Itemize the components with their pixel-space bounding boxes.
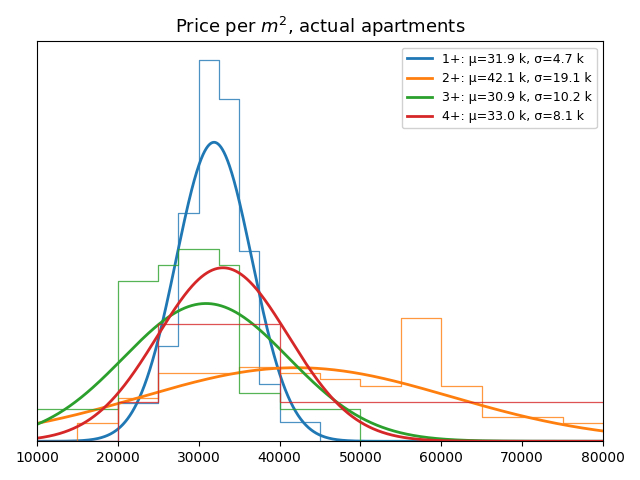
1+: μ=31.9 k, σ=4.7 k: (4.39e+04, 3.19e-06): μ=31.9 k, σ=4.7 k: (4.39e+04, 3.19e-06) (308, 427, 316, 433)
3+: μ=30.9 k, σ=10.2 k: (3.09e+04, 3.91e-05): μ=30.9 k, σ=10.2 k: (3.09e+04, 3.91e-05) (202, 300, 210, 306)
2+: μ=42.1 k, σ=19.1 k: (9.08e+03, 4.69e-06): μ=42.1 k, σ=19.1 k: (9.08e+03, 4.69e-06) (26, 422, 33, 428)
2+: μ=42.1 k, σ=19.1 k: (4.21e+04, 2.09e-05): μ=42.1 k, σ=19.1 k: (4.21e+04, 2.09e-05) (292, 365, 300, 371)
1+: μ=31.9 k, σ=4.7 k: (3.19e+04, 8.49e-05): μ=31.9 k, σ=4.7 k: (3.19e+04, 8.49e-05) (210, 139, 218, 145)
3+: μ=30.9 k, σ=10.2 k: (4.18e+04, 2.21e-05): μ=30.9 k, σ=10.2 k: (4.18e+04, 2.21e-05) (291, 360, 298, 366)
1+: μ=31.9 k, σ=4.7 k: (6.8e+04, 1.25e-17): μ=31.9 k, σ=4.7 k: (6.8e+04, 1.25e-17) (502, 438, 510, 444)
3+: μ=30.9 k, σ=10.2 k: (8.27e+04, 9.73e-11): μ=30.9 k, σ=10.2 k: (8.27e+04, 9.73e-11) (621, 438, 629, 444)
4+: μ=33.0 k, σ=8.1 k: (8.27e+04, 3.24e-13): μ=33.0 k, σ=8.1 k: (8.27e+04, 3.24e-13) (621, 438, 629, 444)
3+: μ=30.9 k, σ=10.2 k: (8.27e+04, 9.92e-11): μ=30.9 k, σ=10.2 k: (8.27e+04, 9.92e-11) (621, 438, 628, 444)
Title: Price per $m^2$, actual apartments: Price per $m^2$, actual apartments (175, 15, 465, 39)
4+: μ=33.0 k, σ=8.1 k: (4.39e+04, 1.98e-05): μ=33.0 k, σ=8.1 k: (4.39e+04, 1.98e-05) (308, 369, 316, 374)
1+: μ=31.9 k, σ=4.7 k: (9.08e+03, 6.47e-10): μ=31.9 k, σ=4.7 k: (9.08e+03, 6.47e-10) (26, 438, 33, 444)
2+: μ=42.1 k, σ=19.1 k: (4.39e+04, 2.08e-05): μ=42.1 k, σ=19.1 k: (4.39e+04, 2.08e-05) (308, 365, 316, 371)
4+: μ=33.0 k, σ=8.1 k: (6.8e+04, 4.27e-09): μ=33.0 k, σ=8.1 k: (6.8e+04, 4.27e-09) (502, 438, 510, 444)
1+: μ=31.9 k, σ=4.7 k: (4.18e+04, 9.16e-06): μ=31.9 k, σ=4.7 k: (4.18e+04, 9.16e-06) (291, 406, 298, 412)
3+: μ=30.9 k, σ=10.2 k: (9.08e+03, 3.97e-06): μ=30.9 k, σ=10.2 k: (9.08e+03, 3.97e-06) (26, 424, 33, 430)
4+: μ=33.0 k, σ=8.1 k: (4.18e+04, 2.72e-05): μ=33.0 k, σ=8.1 k: (4.18e+04, 2.72e-05) (291, 343, 298, 348)
2+: μ=42.1 k, σ=19.1 k: (8.27e+04, 2.19e-06): μ=42.1 k, σ=19.1 k: (8.27e+04, 2.19e-06) (621, 431, 628, 436)
4+: μ=33.0 k, σ=8.1 k: (3.3e+04, 4.93e-05): μ=33.0 k, σ=8.1 k: (3.3e+04, 4.93e-05) (220, 265, 227, 271)
Legend: 1+: μ=31.9 k, σ=4.7 k, 2+: μ=42.1 k, σ=19.1 k, 3+: μ=30.9 k, σ=10.2 k, 4+: μ=33.: 1+: μ=31.9 k, σ=4.7 k, 2+: μ=42.1 k, σ=1… (402, 48, 597, 129)
3+: μ=30.9 k, σ=10.2 k: (4.39e+04, 1.73e-05): μ=30.9 k, σ=10.2 k: (4.39e+04, 1.73e-05) (308, 378, 316, 384)
Line: 1+: μ=31.9 k, σ=4.7 k: 1+: μ=31.9 k, σ=4.7 k (0, 142, 640, 441)
Line: 2+: μ=42.1 k, σ=19.1 k: 2+: μ=42.1 k, σ=19.1 k (0, 368, 640, 435)
Line: 3+: μ=30.9 k, σ=10.2 k: 3+: μ=30.9 k, σ=10.2 k (0, 303, 640, 441)
2+: μ=42.1 k, σ=19.1 k: (8.27e+04, 2.18e-06): μ=42.1 k, σ=19.1 k: (8.27e+04, 2.18e-06) (621, 431, 629, 436)
1+: μ=31.9 k, σ=4.7 k: (8.27e+04, 3.82e-30): μ=31.9 k, σ=4.7 k: (8.27e+04, 3.82e-30) (621, 438, 628, 444)
1+: μ=31.9 k, σ=4.7 k: (8.27e+04, 3.48e-30): μ=31.9 k, σ=4.7 k: (8.27e+04, 3.48e-30) (621, 438, 629, 444)
2+: μ=42.1 k, σ=19.1 k: (4.18e+04, 2.09e-05): μ=42.1 k, σ=19.1 k: (4.18e+04, 2.09e-05) (290, 365, 298, 371)
2+: μ=42.1 k, σ=19.1 k: (6.8e+04, 8.31e-06): μ=42.1 k, σ=19.1 k: (6.8e+04, 8.31e-06) (502, 409, 510, 415)
4+: μ=33.0 k, σ=8.1 k: (8.27e+04, 3.34e-13): μ=33.0 k, σ=8.1 k: (8.27e+04, 3.34e-13) (621, 438, 628, 444)
4+: μ=33.0 k, σ=8.1 k: (9.08e+03, 6.3e-07): μ=33.0 k, σ=8.1 k: (9.08e+03, 6.3e-07) (26, 436, 33, 442)
Line: 4+: μ=33.0 k, σ=8.1 k: 4+: μ=33.0 k, σ=8.1 k (0, 268, 640, 441)
3+: μ=30.9 k, σ=10.2 k: (6.8e+04, 5.18e-08): μ=30.9 k, σ=10.2 k: (6.8e+04, 5.18e-08) (502, 438, 510, 444)
